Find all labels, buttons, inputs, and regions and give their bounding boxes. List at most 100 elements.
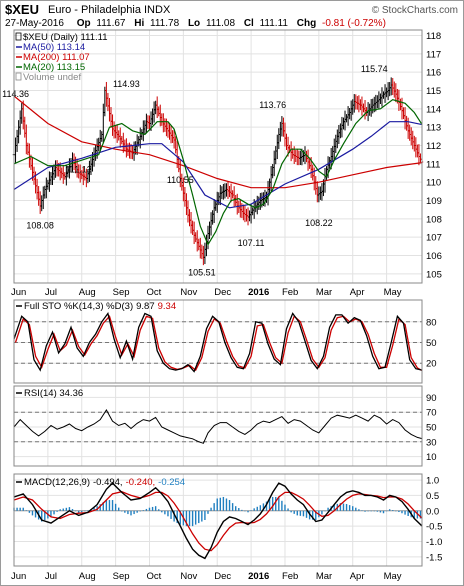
macd-histogram-bar <box>358 509 360 511</box>
macd-histogram-bar <box>222 496 225 511</box>
price-annotation: 114.93 <box>113 79 140 89</box>
price-legend-entry: MA(50) 113.14 <box>23 42 85 53</box>
y-tick-label: 114 <box>426 104 441 115</box>
macd-histogram-bar <box>367 510 369 512</box>
price-annotation: 113.76 <box>259 100 286 110</box>
macd-histogram-bar <box>327 507 329 511</box>
macd-histogram-bar <box>382 510 385 514</box>
close-label: Cl <box>244 18 254 29</box>
price-panel-frame <box>13 29 423 284</box>
quote-date: 27-May-2016 <box>5 18 64 29</box>
macd-histogram-bar <box>139 510 141 512</box>
y-tick-label: 115 <box>426 86 441 97</box>
macd-histogram-bar <box>308 510 311 520</box>
x-tick-label: Jul <box>45 571 57 582</box>
macd-histogram-bar <box>262 503 265 511</box>
y-tick-label: -1.5 <box>426 552 442 563</box>
legend-entry: MACD(12,26,9) <box>24 477 90 488</box>
macd-histogram-bar <box>22 507 24 511</box>
macd-histogram-bar <box>77 510 80 513</box>
price-legend-entry: MA(200) 111.07 <box>23 52 90 63</box>
macd-histogram-bar <box>210 507 212 511</box>
macd-histogram-bar <box>281 500 283 511</box>
macd-histogram-bar <box>333 504 335 511</box>
macd-histogram-bar <box>244 510 246 512</box>
y-tick-label: 50 <box>426 423 437 434</box>
macd-histogram-bar <box>293 510 295 514</box>
x-tick-label: 2016 <box>248 571 269 582</box>
price-annotation: 115.74 <box>361 64 388 74</box>
macd-histogram-bar <box>259 505 262 511</box>
macd-histogram-bar <box>114 503 117 511</box>
macd-histogram-bar <box>268 499 271 511</box>
macd-histogram-bar <box>34 510 37 518</box>
y-tick-label: 80 <box>426 317 437 328</box>
ma20-line <box>13 99 423 246</box>
x-tick-label: May <box>384 287 402 298</box>
macd-histogram-bar <box>311 510 314 520</box>
x-tick-label: Mar <box>316 287 332 298</box>
instrument-name: Euro - Philadelphia INDX <box>48 4 171 16</box>
x-tick-label: Oct <box>146 287 161 298</box>
macd-histogram-bar <box>404 510 406 515</box>
macd-histogram-bar <box>225 498 228 511</box>
y-tick-label: 70 <box>426 408 437 419</box>
macd-histogram-bar <box>164 510 166 515</box>
legend-entry: -0.494, <box>93 477 123 488</box>
macd-histogram-bar <box>87 510 89 511</box>
macd-histogram-bar <box>179 510 181 525</box>
low-value: 111.08 <box>206 18 236 29</box>
macd-histogram-bar <box>265 501 268 511</box>
x-tick-label: Feb <box>282 287 298 298</box>
macd-histogram-bar <box>74 510 77 512</box>
macd-histogram-bar <box>324 510 326 512</box>
macd-histogram-bar <box>124 510 126 513</box>
macd-histogram-bar <box>130 510 132 516</box>
macd-histogram-bar <box>170 510 172 519</box>
y-tick-label: 108 <box>426 214 442 225</box>
price-annotation: 108.08 <box>26 220 54 230</box>
macd-histogram-bar <box>256 506 258 511</box>
legend-entry: Full STO %K(14,3) %D(3) <box>24 301 133 312</box>
macd-histogram-bar <box>19 507 21 511</box>
x-tick-label: Sep <box>113 571 130 582</box>
macd-histogram-bar <box>401 510 403 514</box>
macd-line <box>13 482 423 560</box>
macd-histogram-bar <box>198 510 200 524</box>
price-annotation: 114.36 <box>2 89 29 99</box>
macd-histogram-bar <box>290 510 292 513</box>
macd-histogram-bar <box>191 510 194 527</box>
macd-histogram-bar <box>250 510 252 511</box>
watermark: © StockCharts.com <box>372 5 458 16</box>
macd-histogram-bar <box>71 509 74 511</box>
macd-histogram-bar <box>370 510 372 512</box>
macd-histogram-bar <box>379 510 382 513</box>
macd-histogram-bar <box>388 509 391 511</box>
macd-histogram-bar <box>127 510 129 515</box>
macd-histogram-bar <box>376 510 379 512</box>
macd-histogram-bar <box>31 510 34 516</box>
macd-histogram-bar <box>348 505 351 511</box>
macd-histogram-bar <box>117 507 120 511</box>
macd-histogram-bar <box>136 510 138 513</box>
x-tick-label: Oct <box>146 571 161 582</box>
x-tick-label: May <box>384 571 402 582</box>
macd-histogram-bar <box>121 510 123 512</box>
macd-histogram-bar <box>93 507 95 511</box>
macd-histogram-bar <box>302 510 305 517</box>
macd-histogram-bar <box>271 496 274 511</box>
macd-histogram-bar <box>201 510 203 522</box>
macd-histogram-bar <box>275 496 277 511</box>
header-quote-line: 27-May-2016 Op 111.67 Hi 111.78 Lo 111.0… <box>5 18 386 29</box>
y-tick-label: 105 <box>426 269 442 280</box>
macd-histogram-bar <box>345 504 348 511</box>
macd-histogram-bar <box>154 506 157 511</box>
rsi-line <box>13 409 423 444</box>
macd-histogram-bar <box>65 507 68 511</box>
macd-histogram-bar <box>108 500 111 511</box>
low-label: Lo <box>188 18 200 29</box>
y-tick-label: 113 <box>426 123 441 134</box>
change-value: -0.81 (-0.72%) <box>322 18 386 29</box>
macd-histogram-bar <box>299 510 302 516</box>
macd-histogram-bar <box>81 510 83 513</box>
